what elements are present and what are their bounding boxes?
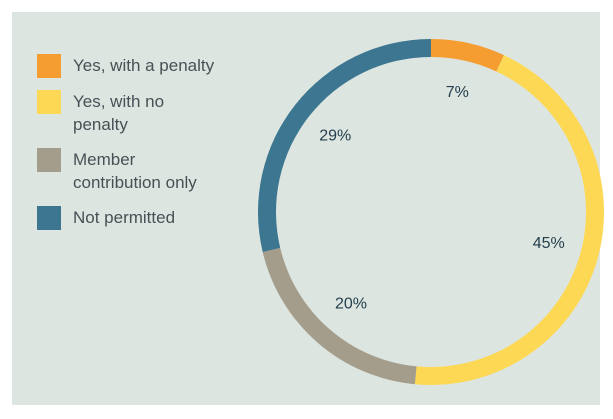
chart-panel: Yes, with a penalty Yes, with no penalty M… [12,12,600,405]
donut-segment [262,247,417,385]
legend-label: Member contribution only [73,150,197,192]
donut-segment [431,39,504,72]
legend-swatch [37,54,61,78]
data-label: 29% [319,128,351,145]
legend-label: Not permitted [73,208,176,227]
legend-item: Yes, with no penalty [37,90,237,136]
data-label: 7% [446,84,469,101]
data-label: 20% [335,295,367,312]
legend-label: Yes, with a penalty [73,56,215,75]
data-label: 45% [533,235,565,252]
legend-item: Not permitted [37,206,237,230]
legend-item: Yes, with a penalty [37,54,237,78]
legend: Yes, with a penalty Yes, with no penalty M… [37,54,237,242]
legend-swatch [37,90,61,114]
legend-item: Member contribution only [37,148,237,194]
legend-label: Yes, with no penalty [73,92,165,134]
donut-segment [258,38,431,252]
legend-swatch [37,206,61,230]
legend-swatch [37,148,61,172]
donut-segment [414,55,605,386]
